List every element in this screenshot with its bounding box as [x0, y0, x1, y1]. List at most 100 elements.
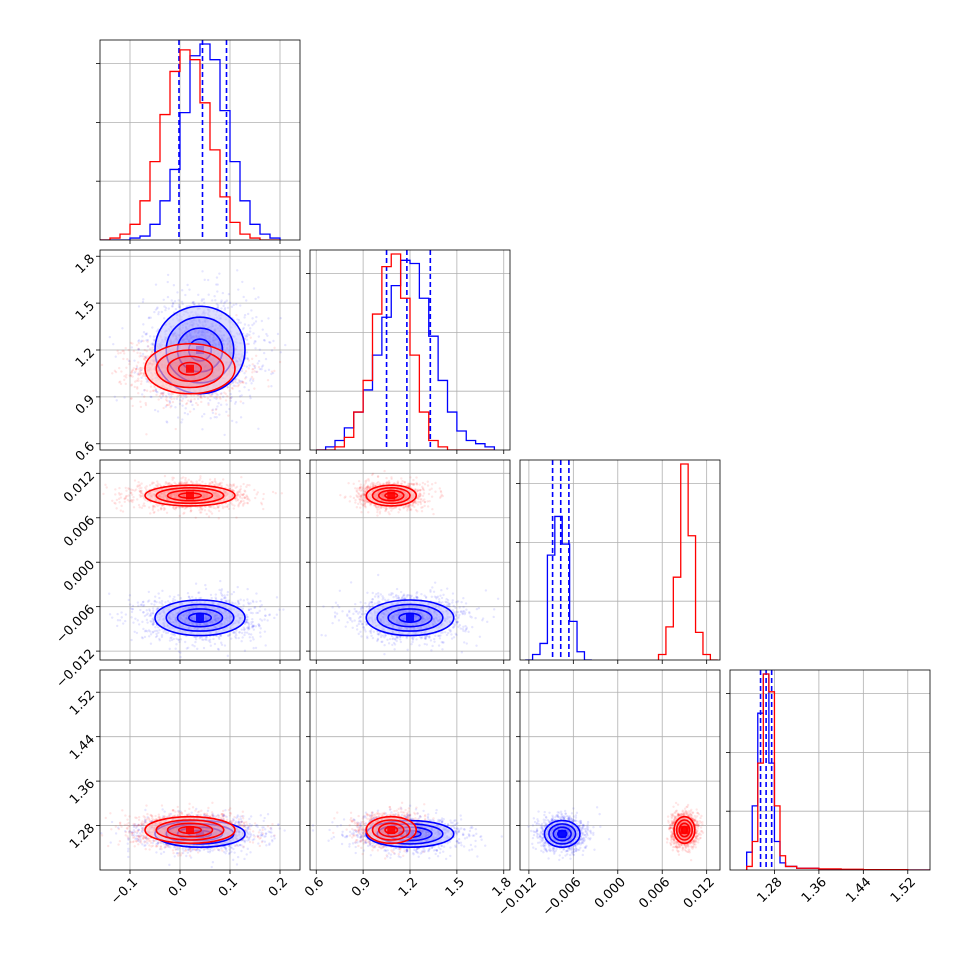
scatter-point — [137, 604, 140, 607]
contour-line-1-2 — [155, 349, 225, 389]
scatter-point — [203, 509, 207, 512]
scatter-point — [220, 598, 223, 601]
scatter-point — [202, 646, 206, 650]
scatter-point — [143, 389, 146, 392]
scatter-point — [140, 491, 143, 495]
scatter-point — [178, 402, 182, 406]
panel-1-0: 0.60.91.21.51.8 — [73, 249, 301, 464]
scatter-point — [241, 280, 244, 284]
scatter-point — [142, 331, 146, 334]
scatter-point — [142, 373, 146, 376]
scatter-point — [141, 374, 145, 377]
scatter-point — [143, 635, 147, 639]
scatter-point — [213, 415, 216, 419]
scatter-point — [214, 507, 217, 510]
scatter-point — [133, 359, 136, 362]
scatter-point — [136, 351, 139, 355]
scatter-point — [112, 342, 115, 346]
scatter-point — [234, 400, 238, 404]
scatter-point — [245, 485, 248, 489]
scatter-point — [120, 370, 123, 373]
scatter-point — [242, 364, 246, 367]
scatter-point — [146, 340, 149, 343]
scatter-point — [179, 395, 183, 399]
scatter-point — [207, 293, 210, 296]
scatter-point — [229, 399, 233, 403]
scatter-point — [145, 485, 148, 488]
scatter-point — [200, 400, 203, 404]
scatter-point — [149, 316, 152, 319]
scatter-point — [186, 413, 190, 416]
scatter-point — [135, 343, 139, 347]
scatter-point — [161, 391, 165, 395]
scatter-point — [207, 515, 211, 518]
scatter-point — [220, 643, 224, 646]
scatter-point — [199, 396, 202, 399]
scatter-point — [229, 396, 232, 400]
scatter-point — [189, 509, 193, 512]
scatter-point — [254, 297, 257, 301]
scatter-point — [157, 398, 160, 401]
scatter-point — [147, 316, 151, 319]
scatter-point — [200, 396, 203, 400]
scatter-point — [234, 381, 237, 384]
scatter-point — [113, 395, 117, 398]
scatter-point — [148, 608, 151, 611]
scatter-point — [239, 416, 243, 419]
scatter-point — [133, 489, 137, 492]
scatter-point — [224, 399, 228, 402]
histogram-series-0 — [100, 43, 281, 240]
scatter-point — [227, 292, 231, 296]
scatter-point — [243, 489, 246, 492]
scatter-point — [154, 387, 158, 391]
scatter-point — [152, 481, 155, 485]
scatter-point — [229, 383, 232, 386]
scatter-point — [200, 299, 204, 303]
scatter-point — [127, 359, 131, 363]
scatter-point — [242, 482, 245, 486]
scatter-point — [129, 491, 132, 494]
scatter-point — [242, 381, 245, 384]
scatter-point — [242, 493, 245, 496]
scatter-point — [181, 404, 184, 407]
scatter-point — [138, 371, 141, 374]
scatter-point — [136, 386, 139, 389]
scatter-point — [251, 379, 255, 382]
scatter-point — [183, 511, 186, 515]
scatter-point — [250, 382, 253, 385]
scatter-point — [132, 506, 136, 509]
scatter-point — [193, 397, 196, 401]
y-tick-label-1-4: 1.8 — [73, 252, 98, 277]
scatter-point — [154, 595, 157, 598]
scatter-point — [155, 307, 159, 310]
scatter-point — [181, 418, 184, 421]
scatter-point — [148, 335, 152, 338]
scatter-point — [273, 346, 276, 350]
y-tick-label-1-2: 1.2 — [73, 345, 98, 370]
scatter-point — [166, 403, 169, 407]
scatter-point — [115, 399, 118, 402]
scatter-point — [178, 514, 181, 518]
scatter-point — [156, 410, 160, 413]
scatter-point — [218, 272, 221, 275]
scatter-point — [196, 647, 199, 651]
scatter-point — [219, 392, 222, 396]
scatter-point — [125, 373, 128, 377]
scatter-point — [124, 486, 127, 490]
scatter-point — [132, 621, 135, 624]
scatter-point — [164, 306, 168, 310]
scatter-point — [250, 357, 254, 361]
scatter-point — [270, 370, 274, 373]
scatter-point — [241, 380, 245, 384]
scatter-point — [139, 490, 142, 493]
scatter-point — [115, 507, 118, 510]
scatter-point — [168, 401, 172, 404]
scatter-point — [257, 335, 261, 338]
scatter-point — [161, 392, 164, 396]
scatter-point — [236, 498, 239, 501]
contour-line-1-0 — [177, 361, 203, 376]
scatter-point — [166, 483, 170, 486]
scatter-point — [232, 484, 236, 488]
scatter-point — [151, 617, 154, 621]
